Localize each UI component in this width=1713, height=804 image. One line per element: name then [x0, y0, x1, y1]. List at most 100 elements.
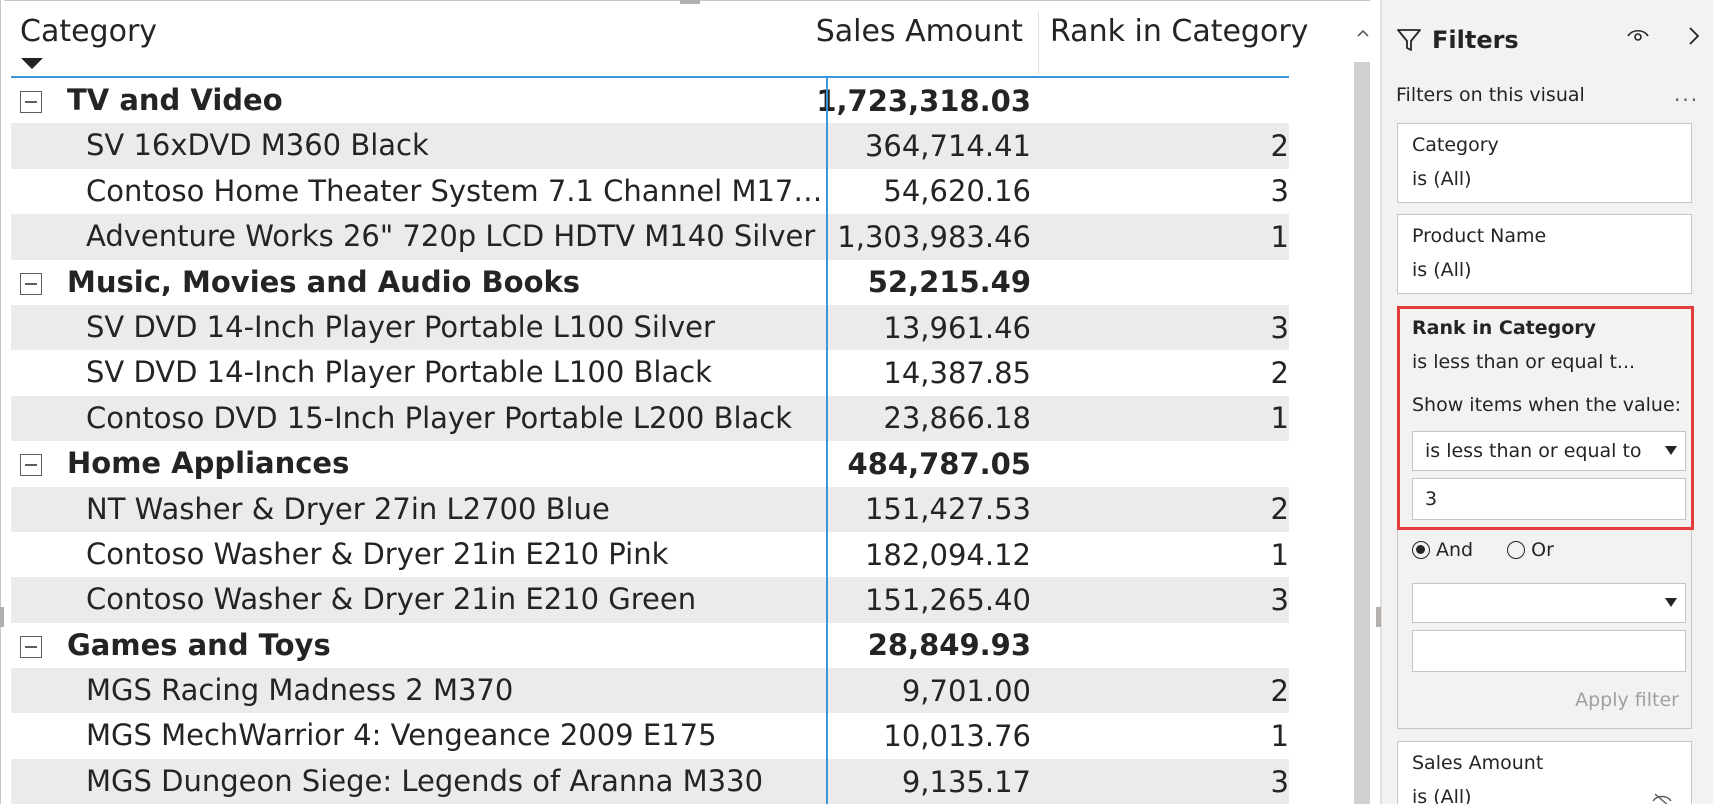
sales-amount-cell: 182,094.12: [864, 537, 1031, 572]
product-name: Contoso Washer & Dryer 21in E210 Green: [86, 582, 697, 617]
matrix-item-row[interactable]: SV 16xDVD M360 Black 364,714.41 2: [11, 123, 1289, 169]
pane-splitter[interactable]: [1380, 0, 1382, 804]
rank-cell: 3: [1270, 764, 1289, 799]
header-category[interactable]: Category: [20, 14, 158, 49]
matrix-header: Category Sales Amount Rank in Category: [11, 0, 1308, 78]
filters-pane: Filters Filters on this visual ... Categ…: [1382, 0, 1713, 804]
sales-amount-cell: 1,723,318.03: [816, 83, 1031, 118]
rank-cell: [1059, 441, 1289, 486]
matrix-item-row[interactable]: Contoso Washer & Dryer 21in E210 Green 15…: [11, 577, 1289, 623]
sales-amount-cell: 9,135.17: [901, 764, 1031, 799]
resize-handle-left[interactable]: [0, 607, 4, 627]
rank-cell: [1059, 623, 1289, 668]
or-label: Or: [1531, 539, 1554, 561]
matrix-body: TV and Video 1,723,318.03 SV 16xDVD M360 B…: [11, 78, 1289, 804]
filter-card-product-name[interactable]: Product Name is (All): [1397, 214, 1692, 294]
header-rank-in-category[interactable]: Rank in Category: [1050, 14, 1309, 49]
matrix-item-row[interactable]: MGS Racing Madness 2 M370 9,701.00 2: [11, 668, 1289, 714]
product-name: Contoso Home Theater System 7.1 Channel …: [86, 173, 826, 208]
filter-card-state: is less than or equal t...: [1412, 351, 1636, 373]
header-divider: [1038, 12, 1039, 74]
hidden-eye-icon[interactable]: [1651, 792, 1673, 804]
matrix-group-row[interactable]: Home Appliances 484,787.05: [11, 441, 1289, 487]
sales-amount-cell: 54,620.16: [883, 174, 1031, 209]
collapse-pane-icon[interactable]: [1686, 24, 1702, 48]
filter-icon: [1397, 29, 1421, 51]
matrix-item-row[interactable]: Contoso DVD 15-Inch Player Portable L200…: [11, 395, 1289, 442]
logic-radio-group: And Or: [1412, 539, 1554, 561]
product-name: SV DVD 14-Inch Player Portable L100 Silv…: [86, 309, 715, 344]
matrix-group-row[interactable]: TV and Video 1,723,318.03: [11, 78, 1289, 124]
collapse-toggle-icon[interactable]: [20, 454, 42, 477]
dropdown-arrow-icon: [1665, 446, 1677, 455]
matrix-item-row[interactable]: SV DVD 14-Inch Player Portable L100 Silv…: [11, 304, 1289, 351]
matrix-item-row[interactable]: Adventure Works 26" 720p LCD HDTV M140 S…: [11, 214, 1289, 260]
matrix-table: Category Sales Amount Rank in Category T…: [11, 0, 1308, 804]
splitter-handle[interactable]: [1376, 607, 1381, 627]
rank-cell: 3: [1270, 174, 1289, 209]
rank-cell: 1: [1270, 719, 1289, 754]
matrix-item-row[interactable]: SV DVD 14-Inch Player Portable L100 Blac…: [11, 350, 1289, 395]
sales-amount-cell: 23,866.18: [883, 401, 1031, 436]
rank-cell: [1059, 78, 1289, 123]
product-name: Contoso DVD 15-Inch Player Portable L200…: [86, 400, 793, 435]
matrix-item-row[interactable]: MGS MechWarrior 4: Vengeance 2009 E175 10…: [11, 713, 1289, 758]
and-label: And: [1436, 539, 1474, 561]
rank-cell: 2: [1270, 356, 1289, 391]
filter-card-category[interactable]: Category is (All): [1397, 123, 1692, 203]
rank-cell: 1: [1270, 401, 1289, 436]
scroll-up-icon[interactable]: [1356, 28, 1370, 38]
collapse-toggle-icon[interactable]: [20, 91, 42, 113]
matrix-item-row[interactable]: Contoso Home Theater System 7.1 Channel …: [11, 169, 1289, 214]
condition-value-input[interactable]: 3: [1412, 478, 1686, 520]
category-name: Home Appliances: [67, 446, 350, 481]
matrix-group-row[interactable]: Music, Movies and Audio Books 52,215.49: [11, 259, 1289, 305]
sales-amount-cell: 151,265.40: [864, 582, 1031, 617]
sales-amount-cell: 364,714.41: [864, 129, 1031, 164]
show-items-label: Show items when the value:: [1412, 394, 1682, 416]
or-radio[interactable]: [1507, 541, 1526, 559]
collapse-toggle-icon[interactable]: [20, 272, 42, 295]
rank-cell: 1: [1270, 219, 1289, 254]
matrix-group-row[interactable]: Games and Toys 28,849.93: [11, 622, 1289, 669]
condition-dropdown[interactable]: is less than or equal to: [1412, 431, 1686, 471]
more-options-icon[interactable]: ...: [1674, 82, 1700, 106]
filters-title: Filters: [1432, 26, 1519, 54]
product-name: NT Washer & Dryer 27in L2700 Blue: [86, 491, 610, 526]
apply-filter-button[interactable]: Apply filter: [1575, 689, 1679, 711]
rank-cell: 1: [1270, 537, 1289, 572]
sales-amount-cell: 10,013.76: [883, 719, 1031, 754]
filter-card-field: Product Name: [1412, 225, 1547, 247]
resize-handle-top[interactable]: [680, 0, 700, 4]
filter-card-sales-amount[interactable]: Sales Amount is (All): [1397, 741, 1692, 804]
visual-border-left: [0, 0, 1, 804]
condition2-dropdown[interactable]: [1412, 583, 1686, 623]
filter-card-rank-in-category[interactable]: Rank in Category is less than or equal t…: [1397, 306, 1692, 729]
sales-amount-cell: 13,961.46: [883, 310, 1031, 345]
sales-amount-cell: 9,701.00: [901, 673, 1031, 708]
eye-icon[interactable]: [1626, 26, 1650, 44]
filters-section-label: Filters on this visual: [1396, 84, 1585, 106]
collapse-toggle-icon[interactable]: [20, 635, 42, 658]
sales-amount-cell: 1,303,983.46: [837, 219, 1031, 254]
and-radio[interactable]: [1412, 541, 1430, 559]
header-sales-amount[interactable]: Sales Amount: [815, 14, 1023, 49]
rank-cell: 2: [1270, 129, 1289, 164]
matrix-item-row[interactable]: MGS Dungeon Siege: Legends of Aranna M33…: [11, 758, 1289, 804]
product-name: SV DVD 14-Inch Player Portable L100 Blac…: [86, 355, 712, 390]
matrix-item-row[interactable]: Contoso Washer & Dryer 21in E210 Pink 182…: [11, 532, 1289, 577]
product-name: MGS Dungeon Siege: Legends of Aranna M33…: [86, 763, 764, 798]
sales-amount-cell: 14,387.85: [883, 356, 1031, 391]
category-name: Games and Toys: [67, 627, 331, 662]
rank-cell: 3: [1270, 310, 1289, 345]
sales-amount-cell: 484,787.05: [847, 446, 1031, 481]
scrollbar-thumb[interactable]: [1354, 62, 1370, 804]
matrix-item-row[interactable]: NT Washer & Dryer 27in L2700 Blue 151,427…: [11, 486, 1289, 532]
row-header-divider: [826, 78, 828, 804]
sort-descending-icon[interactable]: [21, 58, 43, 69]
product-name: Adventure Works 26" 720p LCD HDTV M140 S…: [86, 219, 816, 254]
filter-card-field: Rank in Category: [1412, 317, 1597, 339]
filter-card-field: Sales Amount: [1412, 752, 1544, 774]
sales-amount-cell: 151,427.53: [864, 492, 1031, 527]
condition2-value-input[interactable]: [1412, 630, 1686, 672]
